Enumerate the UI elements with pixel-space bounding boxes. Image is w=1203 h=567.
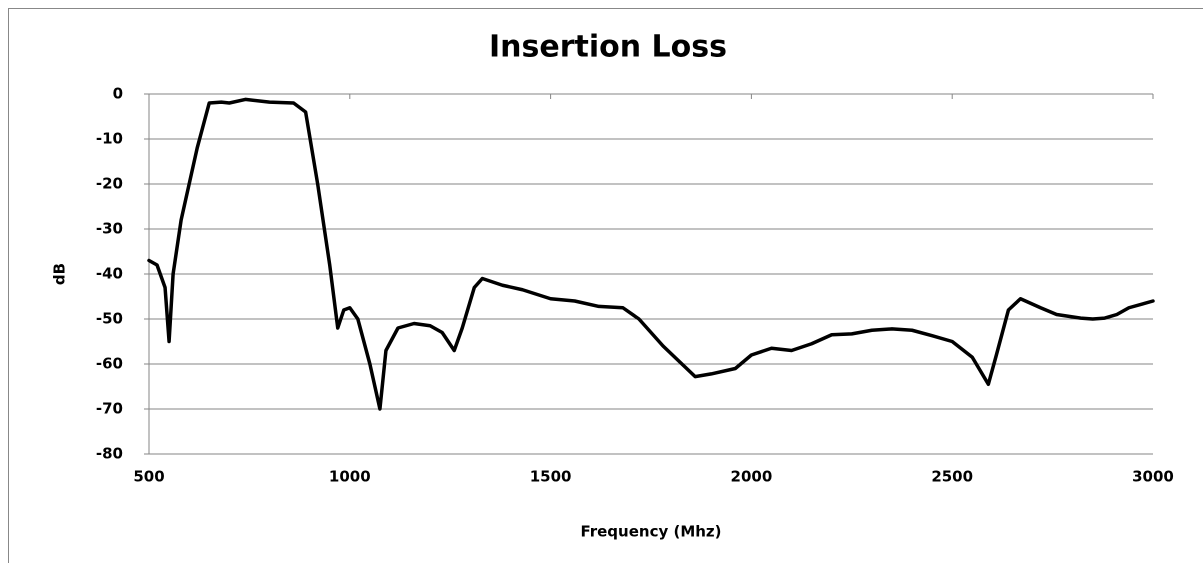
x-tick-label: 1000 bbox=[329, 468, 371, 486]
y-tick-label: -80 bbox=[96, 445, 123, 463]
y-tick-label: -10 bbox=[96, 130, 123, 148]
y-tick-label: -50 bbox=[96, 310, 123, 328]
y-tick-label: 0 bbox=[113, 85, 123, 103]
x-tick-label: 500 bbox=[133, 468, 164, 486]
y-tick-label: -60 bbox=[96, 355, 123, 373]
x-axis-label: Frequency (Mhz) bbox=[580, 523, 721, 541]
y-axis-label: dB bbox=[51, 263, 69, 285]
y-tick-label: -70 bbox=[96, 400, 123, 418]
y-tick-label: -30 bbox=[96, 220, 123, 238]
x-tick-label: 2500 bbox=[931, 468, 973, 486]
x-tick-label: 1500 bbox=[530, 468, 572, 486]
x-tick-label: 2000 bbox=[731, 468, 773, 486]
chart-frame bbox=[9, 9, 1203, 564]
y-tick-label: -40 bbox=[96, 265, 123, 283]
y-tick-label: -20 bbox=[96, 175, 123, 193]
x-tick-label: 3000 bbox=[1132, 468, 1174, 486]
chart-title: Insertion Loss bbox=[489, 30, 727, 65]
